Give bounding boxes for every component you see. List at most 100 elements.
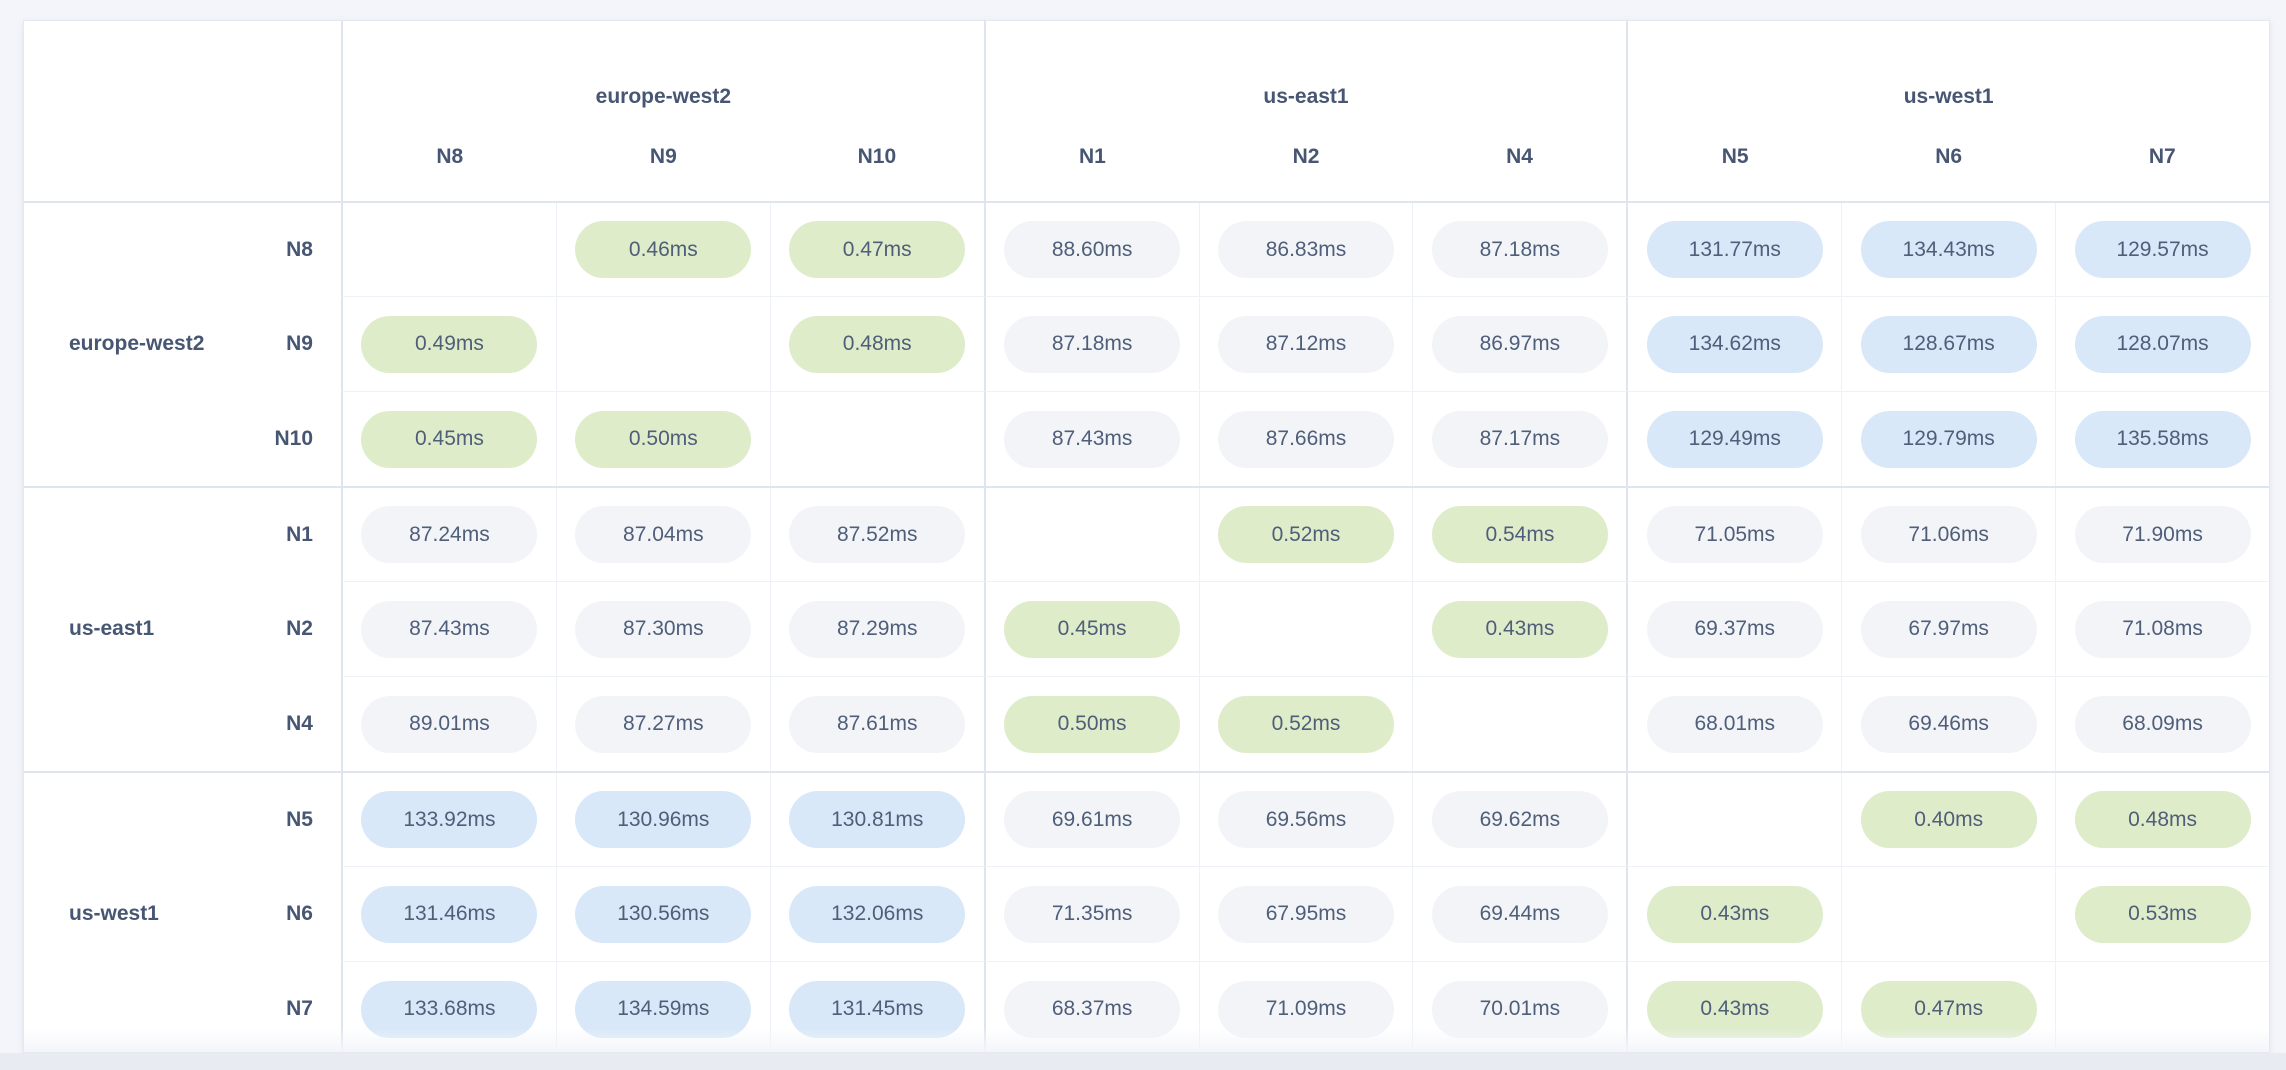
latency-cell: 67.95ms bbox=[1198, 866, 1413, 961]
column-node-label: N2 bbox=[1292, 145, 1320, 168]
table-row: N4 89.01ms 87.27ms 87.61ms 0.50ms 0.52ms 68.01… bbox=[24, 676, 2269, 771]
latency-cell: 69.61ms bbox=[983, 773, 1199, 866]
horizontal-scrollbar-track[interactable] bbox=[0, 1053, 2286, 1070]
latency-pill-high: 128.67ms bbox=[1860, 315, 2037, 373]
latency-cell: 87.43ms bbox=[983, 391, 1199, 486]
table-row: us-east1 N2 87.43ms 87.30ms 87.29ms 0.45ms 0.4… bbox=[24, 581, 2269, 676]
row-header-cell: N8 bbox=[24, 203, 341, 296]
latency-cell bbox=[341, 203, 556, 296]
latency-pill-mid: 87.18ms bbox=[1004, 315, 1181, 373]
row-region-label: us-east1 bbox=[69, 616, 155, 640]
latency-cell: 0.43ms bbox=[1626, 866, 1842, 961]
latency-pill-mid: 68.01ms bbox=[1646, 695, 1823, 753]
latency-pill-high: 134.59ms bbox=[575, 980, 752, 1038]
latency-cell: 0.47ms bbox=[769, 203, 984, 296]
latency-cell: 0.48ms bbox=[769, 296, 984, 391]
latency-cell: 0.46ms bbox=[555, 203, 770, 296]
latency-pill-mid: 87.24ms bbox=[361, 506, 538, 563]
row-header-cell: N5 bbox=[24, 773, 341, 866]
latency-pill-mid: 71.90ms bbox=[2074, 506, 2251, 563]
latency-cell: 0.52ms bbox=[1198, 488, 1413, 581]
latency-pill-mid: 68.09ms bbox=[2074, 695, 2251, 753]
row-region-label: europe-west2 bbox=[69, 331, 205, 355]
column-node-label: N8 bbox=[436, 145, 464, 168]
latency-pill-high: 133.92ms bbox=[361, 791, 538, 848]
row-node-label: N1 bbox=[286, 522, 313, 546]
latency-cell: 133.68ms bbox=[341, 961, 556, 1052]
column-node-label: N10 bbox=[857, 145, 897, 168]
row-node-label: N6 bbox=[286, 901, 313, 925]
latency-pill-mid: 87.12ms bbox=[1218, 315, 1394, 373]
latency-cell: 69.62ms bbox=[1412, 773, 1626, 866]
latency-pill-mid: 71.08ms bbox=[2074, 600, 2251, 658]
latency-pill-high: 128.07ms bbox=[2074, 315, 2251, 373]
column-group-header: europe-west2 N8 N9 N10 bbox=[341, 21, 984, 201]
row-node-label: N4 bbox=[286, 711, 313, 735]
latency-cell bbox=[1841, 866, 2056, 961]
table-row: N8 0.46ms 0.47ms 88.60ms 86.83ms 87.18ms 131.7… bbox=[24, 201, 2269, 296]
row-node-label: N2 bbox=[286, 616, 313, 640]
latency-pill-low: 0.47ms bbox=[789, 221, 966, 278]
latency-cell: 70.01ms bbox=[1412, 961, 1627, 1052]
latency-cell: 87.18ms bbox=[983, 296, 1199, 391]
latency-cell: 130.96ms bbox=[555, 773, 770, 866]
row-node-label: N5 bbox=[286, 807, 313, 831]
latency-cell: 0.45ms bbox=[983, 581, 1199, 676]
latency-pill-mid: 69.46ms bbox=[1860, 695, 2037, 753]
latency-pill-mid: 70.01ms bbox=[1431, 980, 1608, 1038]
latency-pill-mid: 87.43ms bbox=[1004, 410, 1181, 468]
latency-cell: 87.27ms bbox=[555, 676, 770, 771]
latency-pill-mid: 71.06ms bbox=[1860, 506, 2037, 563]
latency-cell: 71.35ms bbox=[983, 866, 1199, 961]
latency-pill-mid: 87.43ms bbox=[361, 600, 538, 658]
latency-pill-low: 0.43ms bbox=[1646, 980, 1823, 1038]
latency-cell: 129.57ms bbox=[2055, 203, 2269, 296]
column-group-region-label: us-west1 bbox=[1903, 85, 1994, 108]
column-node-label: N5 bbox=[1721, 145, 1749, 168]
latency-pill-mid: 69.56ms bbox=[1218, 791, 1394, 848]
row-node-label: N7 bbox=[286, 996, 313, 1020]
latency-pill-mid: 87.61ms bbox=[789, 695, 966, 753]
latency-cell: 128.07ms bbox=[2055, 296, 2269, 391]
latency-cell: 129.49ms bbox=[1626, 391, 1842, 486]
row-node-label: N10 bbox=[274, 426, 313, 450]
latency-cell: 87.12ms bbox=[1198, 296, 1413, 391]
latency-cell: 87.04ms bbox=[555, 488, 770, 581]
latency-cell: 71.08ms bbox=[2055, 581, 2269, 676]
latency-cell: 134.59ms bbox=[555, 961, 770, 1052]
latency-pill-high: 131.46ms bbox=[361, 885, 538, 943]
latency-pill-high: 129.57ms bbox=[2074, 221, 2251, 278]
matrix-body: N8 0.46ms 0.47ms 88.60ms 86.83ms 87.18ms 131.7… bbox=[24, 201, 2269, 1052]
latency-cell: 131.45ms bbox=[769, 961, 984, 1052]
column-node-labels: N5 N6 N7 bbox=[1628, 145, 2269, 169]
latency-cell: 87.52ms bbox=[769, 488, 984, 581]
latency-cell: 0.43ms bbox=[1626, 961, 1842, 1052]
latency-pill-low: 0.52ms bbox=[1218, 695, 1394, 753]
latency-pill-high: 134.62ms bbox=[1646, 315, 1823, 373]
latency-cell: 0.40ms bbox=[1841, 773, 2055, 866]
latency-pill-high: 129.79ms bbox=[1860, 410, 2037, 468]
latency-cell: 0.48ms bbox=[2055, 773, 2269, 866]
latency-pill-high: 131.77ms bbox=[1646, 221, 1823, 278]
latency-pill-low: 0.52ms bbox=[1218, 506, 1394, 563]
latency-cell: 0.50ms bbox=[983, 676, 1199, 771]
latency-cell: 0.43ms bbox=[1412, 581, 1627, 676]
latency-pill-mid: 89.01ms bbox=[361, 695, 538, 753]
latency-cell bbox=[983, 488, 1199, 581]
latency-cell bbox=[769, 391, 984, 486]
latency-pill-high: 132.06ms bbox=[789, 885, 966, 943]
latency-pill-mid: 87.30ms bbox=[575, 600, 752, 658]
row-node-label: N9 bbox=[286, 331, 313, 355]
latency-pill-mid: 69.61ms bbox=[1004, 791, 1181, 848]
latency-cell: 68.09ms bbox=[2055, 676, 2269, 771]
latency-pill-mid: 88.60ms bbox=[1004, 221, 1181, 278]
row-header-cell: N4 bbox=[24, 676, 341, 771]
latency-pill-high: 134.43ms bbox=[1860, 221, 2037, 278]
latency-cell: 87.30ms bbox=[555, 581, 770, 676]
matrix-header-row: europe-west2 N8 N9 N10 us-east1 N1 N2 N4 us-west… bbox=[24, 21, 2269, 201]
latency-cell: 71.09ms bbox=[1198, 961, 1413, 1052]
latency-cell bbox=[1412, 676, 1627, 771]
latency-cell: 88.60ms bbox=[983, 203, 1199, 296]
latency-cell: 71.05ms bbox=[1626, 488, 1841, 581]
latency-pill-high: 129.49ms bbox=[1646, 410, 1823, 468]
